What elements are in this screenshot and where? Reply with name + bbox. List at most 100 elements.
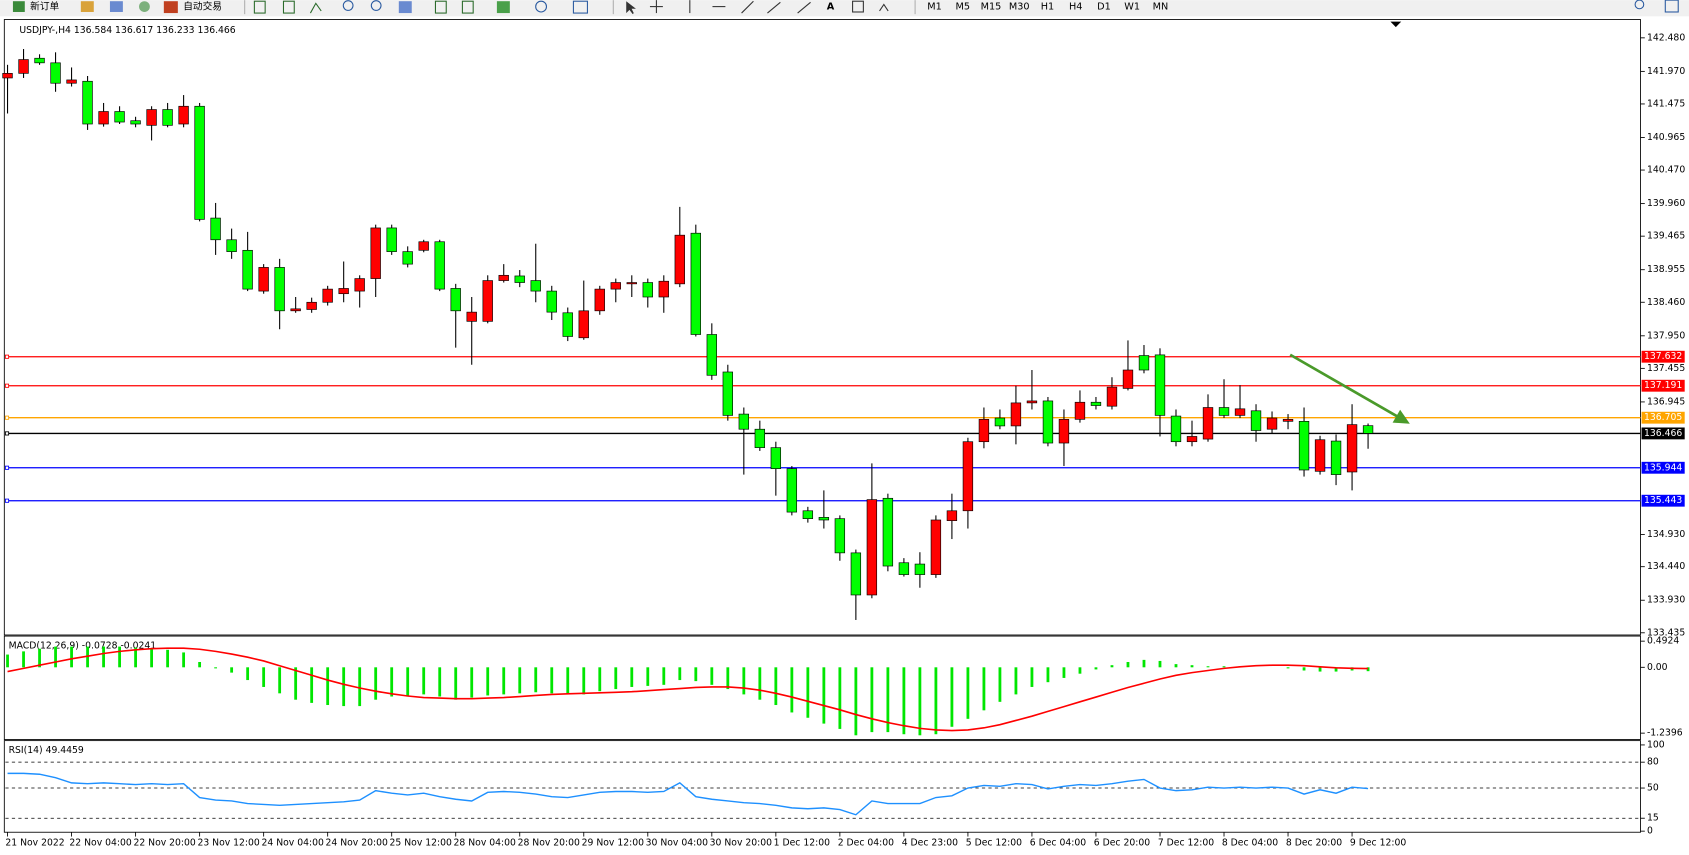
level-label-box: [1641, 427, 1685, 440]
x-tick-label: 5 Dec 12:00: [966, 838, 1022, 849]
zoom-in-icon[interactable]: [342, 0, 354, 11]
macd-bar: [1222, 666, 1226, 668]
zoom-out-icon[interactable]: [370, 0, 382, 11]
candle-body: [226, 239, 237, 252]
x-tick-label: 4 Dec 23:00: [902, 838, 958, 849]
channel-icon[interactable]: [767, 1, 781, 14]
timeframe-button[interactable]: H1: [1041, 2, 1054, 13]
y-tick-label: 0.00: [1647, 662, 1668, 673]
timeframe-button[interactable]: D1: [1097, 2, 1111, 13]
label-tool-icon[interactable]: [852, 0, 864, 13]
candle-body: [786, 468, 798, 513]
candle-body: [290, 308, 301, 312]
macd-bar: [502, 667, 506, 695]
candle-body: [418, 241, 429, 251]
macd-bar: [1206, 666, 1210, 668]
toolbar-icon[interactable]: [80, 1, 94, 12]
candle-body: [146, 109, 157, 126]
y-tick-label: 133.435: [1647, 627, 1685, 638]
candle-body: [930, 519, 942, 575]
indicator-icon[interactable]: [496, 1, 510, 14]
toolbar-icon[interactable]: [309, 2, 322, 14]
y-tick-label: 50: [1647, 783, 1659, 794]
candle-body: [658, 280, 669, 298]
candle-body: [1298, 420, 1310, 471]
y-tick-label: 137.950: [1647, 330, 1685, 341]
candle-body: [1090, 401, 1102, 406]
candle-body: [1154, 354, 1166, 416]
level-label: 137.191: [1644, 380, 1682, 391]
y-tick-label: 137.455: [1647, 363, 1685, 374]
macd-bar: [950, 667, 954, 727]
timeframe-button[interactable]: W1: [1124, 2, 1140, 13]
macd-bar: [1366, 667, 1370, 672]
macd-bar: [342, 667, 346, 707]
toolbar-icon[interactable]: [109, 1, 123, 12]
macd-bar: [534, 667, 538, 693]
macd-bar: [470, 667, 474, 698]
macd-bar: [150, 648, 154, 668]
macd-bar: [838, 667, 842, 729]
x-tick-label: 8 Dec 04:00: [1222, 838, 1278, 849]
arrow-tool-icon[interactable]: [879, 3, 889, 12]
new-order-icon[interactable]: [12, 1, 25, 12]
candle-body: [322, 288, 333, 303]
toolbar-icon[interactable]: [434, 0, 447, 14]
level-label: 137.632: [1644, 351, 1682, 362]
macd-bar: [550, 667, 554, 694]
candle-body: [738, 413, 750, 430]
auto-trading-icon[interactable]: [163, 1, 178, 14]
macd-bar: [166, 649, 170, 668]
candle-body: [130, 120, 141, 125]
toolbar-icon[interactable]: [282, 0, 295, 14]
period-icon[interactable]: [535, 0, 548, 13]
candle-body: [594, 288, 605, 312]
y-tick-label: 0.4924: [1647, 636, 1679, 647]
macd-bar: [1046, 667, 1050, 683]
timeframe-button[interactable]: M30: [1009, 2, 1030, 13]
toolbar-icon[interactable]: [253, 0, 266, 14]
x-tick-label: 23 Nov 12:00: [197, 838, 259, 849]
x-tick-label: 22 Nov 20:00: [133, 838, 195, 849]
candle-body: [850, 552, 862, 596]
tile-icon[interactable]: [398, 1, 412, 14]
macd-bar: [198, 661, 202, 668]
candle-body: [882, 497, 894, 567]
macd-bar: [822, 667, 826, 724]
macd-bar: [1078, 667, 1082, 674]
timeframe-button[interactable]: M1: [927, 2, 942, 13]
macd-bar: [726, 667, 730, 690]
timeframe-button[interactable]: H4: [1069, 2, 1082, 13]
macd-bar: [1190, 665, 1194, 668]
timeframe-button[interactable]: M5: [955, 2, 970, 13]
account-icon[interactable]: [1664, 0, 1679, 13]
level-label: 135.944: [1644, 462, 1682, 473]
candle-body: [242, 249, 253, 290]
text-tool-icon[interactable]: A: [827, 2, 835, 13]
candle-body: [690, 232, 701, 335]
cursor-icon[interactable]: [626, 1, 636, 15]
macd-bar: [230, 667, 234, 673]
fibo-icon[interactable]: [797, 1, 811, 14]
macd-bar: [742, 667, 746, 695]
candle-body: [1042, 400, 1054, 444]
candle-body: [1122, 369, 1134, 389]
macd-bar: [438, 667, 442, 697]
timeframe-button[interactable]: MN: [1153, 2, 1169, 13]
y-tick-label: 136.945: [1647, 396, 1685, 407]
toolbar-icon[interactable]: [461, 0, 474, 14]
toolbar-icon[interactable]: [139, 1, 150, 12]
candle-body: [1186, 436, 1198, 443]
candle-body: [162, 109, 173, 126]
candle-body: [610, 282, 621, 290]
level-label-box: [1641, 350, 1685, 363]
macd-bar: [22, 651, 25, 668]
macd-bar: [326, 667, 330, 706]
new-order-button[interactable]: 新订单: [30, 0, 59, 13]
template-icon[interactable]: [572, 0, 588, 14]
macd-bar: [662, 667, 666, 685]
timeframe-button[interactable]: M15: [981, 2, 1002, 13]
trendline-icon[interactable]: [741, 0, 754, 14]
auto-trading-button[interactable]: 自动交易: [183, 0, 222, 13]
search-icon[interactable]: [1634, 0, 1645, 10]
